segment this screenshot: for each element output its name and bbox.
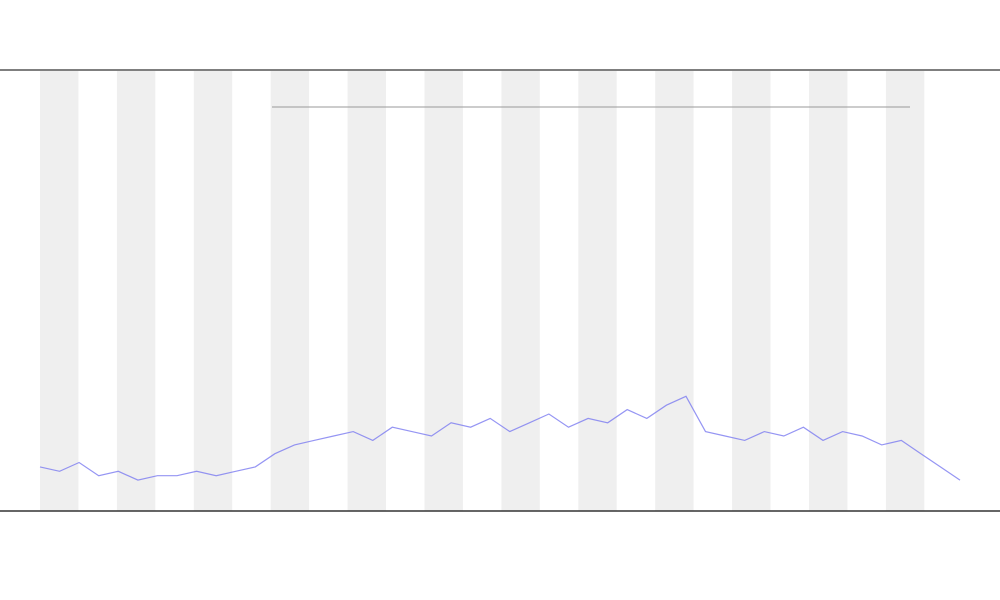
band <box>424 71 463 511</box>
band <box>809 71 848 511</box>
band <box>116 71 156 511</box>
background-bands <box>40 71 925 511</box>
band <box>578 71 617 511</box>
band <box>885 71 925 511</box>
data-line <box>39 395 961 481</box>
band <box>501 71 540 511</box>
band <box>193 71 233 511</box>
band <box>655 71 694 511</box>
band <box>40 71 79 511</box>
band <box>732 71 771 511</box>
band <box>347 71 386 511</box>
band <box>270 71 310 511</box>
